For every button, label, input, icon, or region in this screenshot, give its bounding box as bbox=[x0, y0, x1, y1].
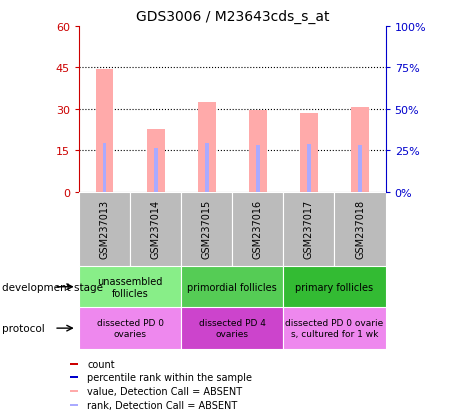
Bar bbox=[70, 390, 78, 392]
Text: unassembled
follicles: unassembled follicles bbox=[97, 276, 163, 298]
Text: primary follicles: primary follicles bbox=[295, 282, 373, 292]
Text: value, Detection Call = ABSENT: value, Detection Call = ABSENT bbox=[87, 386, 242, 396]
Bar bbox=[102, 143, 106, 192]
Text: rank, Detection Call = ABSENT: rank, Detection Call = ABSENT bbox=[87, 400, 238, 410]
Bar bbox=[79, 308, 181, 349]
Bar bbox=[70, 376, 78, 378]
Bar bbox=[154, 148, 157, 192]
Bar bbox=[147, 130, 165, 192]
Bar bbox=[181, 192, 232, 266]
Text: dissected PD 0 ovarie
s, cultured for 1 wk: dissected PD 0 ovarie s, cultured for 1 … bbox=[285, 319, 384, 338]
Text: development stage: development stage bbox=[2, 282, 103, 292]
Bar bbox=[351, 108, 369, 192]
Bar bbox=[307, 145, 311, 192]
Text: GSM237013: GSM237013 bbox=[100, 200, 110, 259]
Text: GSM237018: GSM237018 bbox=[355, 200, 365, 259]
Bar bbox=[130, 192, 181, 266]
Text: dissected PD 4
ovaries: dissected PD 4 ovaries bbox=[199, 319, 266, 338]
Bar bbox=[79, 266, 181, 308]
Bar bbox=[198, 102, 216, 192]
Bar bbox=[249, 111, 267, 192]
Bar bbox=[335, 192, 386, 266]
Bar bbox=[283, 192, 335, 266]
Text: GSM237017: GSM237017 bbox=[304, 199, 314, 259]
Bar bbox=[283, 266, 386, 308]
Bar bbox=[181, 308, 283, 349]
Bar bbox=[181, 266, 283, 308]
Bar bbox=[300, 114, 318, 192]
Bar bbox=[79, 192, 130, 266]
Bar bbox=[232, 192, 283, 266]
Text: protocol: protocol bbox=[2, 323, 45, 333]
Text: GSM237016: GSM237016 bbox=[253, 200, 263, 259]
Text: percentile rank within the sample: percentile rank within the sample bbox=[87, 372, 252, 382]
Bar bbox=[358, 146, 362, 192]
Text: primordial follicles: primordial follicles bbox=[187, 282, 277, 292]
Bar bbox=[256, 146, 260, 192]
Text: dissected PD 0
ovaries: dissected PD 0 ovaries bbox=[97, 319, 164, 338]
Bar bbox=[283, 308, 386, 349]
Text: count: count bbox=[87, 359, 115, 369]
Bar bbox=[70, 363, 78, 365]
Bar bbox=[96, 69, 113, 192]
Text: GSM237015: GSM237015 bbox=[202, 199, 212, 259]
Title: GDS3006 / M23643cds_s_at: GDS3006 / M23643cds_s_at bbox=[135, 10, 329, 24]
Bar bbox=[70, 404, 78, 406]
Bar bbox=[205, 144, 209, 192]
Text: GSM237014: GSM237014 bbox=[151, 200, 161, 259]
